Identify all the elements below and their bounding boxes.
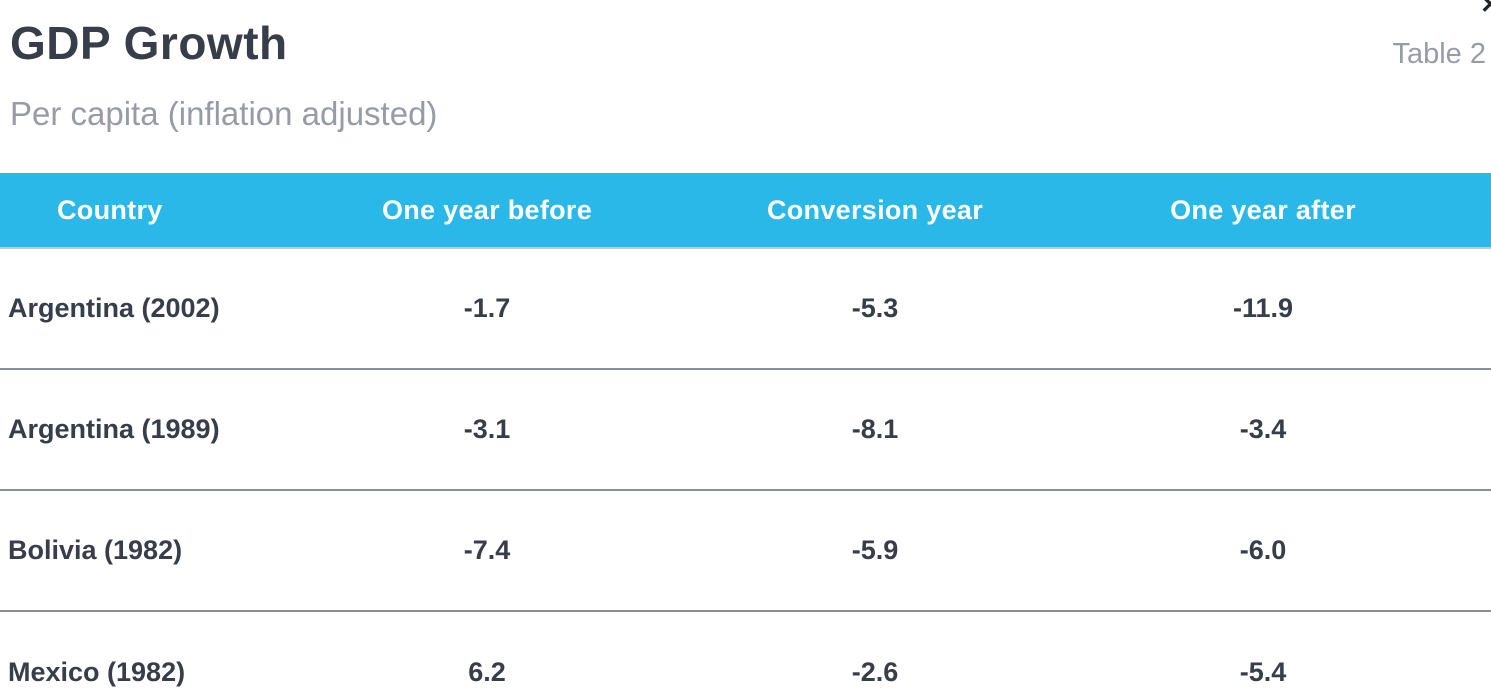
value-cell: -3.4	[1239, 414, 1287, 444]
value-cell: -8.1	[851, 414, 899, 444]
value-cell: -11.9	[1232, 293, 1294, 323]
value-cell: -2.6	[851, 656, 899, 687]
left-border-line	[0, 0, 1, 698]
value-cell: -7.4	[463, 535, 511, 565]
country-cell: Mexico (1982)	[8, 656, 186, 687]
value-cell: -5.9	[851, 535, 899, 565]
country-cell: Argentina (2002)	[8, 293, 220, 323]
value-cell: -1.7	[463, 293, 511, 323]
close-icon[interactable]: ✕	[1480, 0, 1491, 18]
country-cell: Argentina (1989)	[8, 414, 220, 444]
spacer-cell	[1457, 248, 1491, 369]
page-subtitle: Per capita (inflation adjusted)	[10, 95, 438, 133]
value-cell: -5.3	[851, 293, 899, 323]
column-header-conversion-year: Conversion year	[681, 173, 1069, 249]
page-title: GDP Growth	[10, 17, 288, 69]
spacer-cell	[1457, 369, 1491, 490]
table-row: Argentina (1989) -3.1 -8.1 -3.4	[0, 369, 1491, 490]
spacer-cell	[1457, 490, 1491, 611]
gdp-data-table: Country One year before Conversion year …	[0, 173, 1491, 698]
panel-header: GDP Growth Per capita (inflation adjuste…	[0, 0, 1491, 173]
table-row: Bolivia (1982) -7.4 -5.9 -6.0	[0, 490, 1491, 611]
value-cell: 6.2	[468, 656, 506, 687]
spacer-cell	[1457, 611, 1491, 698]
table-row: Argentina (2002) -1.7 -5.3 -11.9	[0, 248, 1491, 369]
column-header-spacer	[1457, 173, 1491, 249]
column-header-one-year-before: One year before	[293, 173, 681, 249]
table-row: Mexico (1982) 6.2 -2.6 -5.4	[0, 611, 1491, 698]
value-cell: -5.4	[1239, 656, 1287, 687]
table-number-label: Table 2	[1392, 38, 1486, 70]
column-header-one-year-after: One year after	[1069, 173, 1457, 249]
value-cell: -3.1	[463, 414, 511, 444]
table-header-row: Country One year before Conversion year …	[0, 173, 1491, 249]
value-cell: -6.0	[1239, 535, 1287, 565]
column-header-country: Country	[0, 173, 293, 249]
country-cell: Bolivia (1982)	[8, 535, 183, 565]
